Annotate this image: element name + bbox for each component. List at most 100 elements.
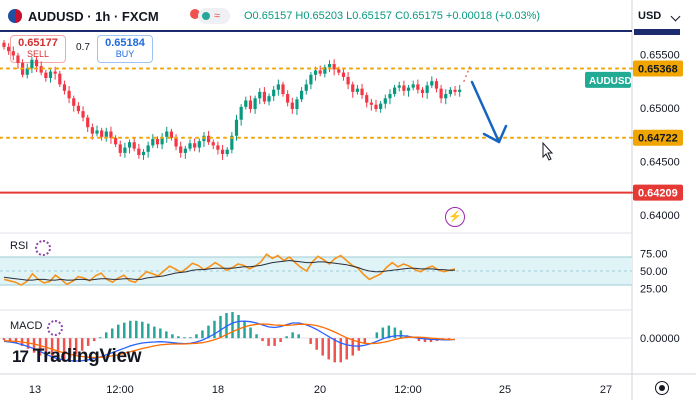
candle[interactable] bbox=[62, 84, 67, 91]
candle[interactable] bbox=[132, 142, 136, 149]
candle[interactable] bbox=[44, 72, 48, 78]
candle[interactable] bbox=[351, 84, 355, 92]
candle[interactable] bbox=[420, 89, 425, 93]
candle[interactable] bbox=[295, 99, 299, 110]
candle[interactable] bbox=[253, 98, 257, 110]
candle[interactable] bbox=[67, 90, 71, 99]
candle[interactable] bbox=[2, 42, 6, 47]
buy-button[interactable]: 0.65184 BUY bbox=[97, 35, 153, 63]
candle[interactable] bbox=[234, 119, 239, 136]
candle[interactable] bbox=[262, 91, 266, 102]
candle[interactable] bbox=[160, 136, 164, 145]
candle[interactable] bbox=[337, 69, 341, 73]
candle[interactable] bbox=[81, 111, 85, 118]
candle[interactable] bbox=[365, 95, 369, 103]
candle[interactable] bbox=[165, 131, 169, 137]
rsi-settings-icon[interactable] bbox=[35, 240, 51, 256]
candle[interactable] bbox=[137, 148, 141, 156]
candle[interactable] bbox=[267, 96, 271, 102]
candle[interactable] bbox=[34, 59, 39, 67]
currency-selector[interactable]: USD bbox=[638, 10, 662, 22]
candle[interactable] bbox=[183, 148, 187, 153]
tradingview-logo[interactable]: 17 TradingView bbox=[12, 346, 142, 368]
candle[interactable] bbox=[179, 146, 183, 153]
candle[interactable] bbox=[332, 64, 336, 70]
candle[interactable] bbox=[174, 137, 178, 147]
macd-signal-line[interactable] bbox=[3, 323, 455, 359]
candle[interactable] bbox=[225, 149, 229, 154]
candle[interactable] bbox=[300, 90, 304, 100]
candle[interactable] bbox=[369, 102, 373, 105]
candle[interactable] bbox=[207, 135, 211, 143]
rsi-line[interactable] bbox=[3, 253, 456, 286]
candle[interactable] bbox=[402, 85, 406, 91]
candle[interactable] bbox=[290, 102, 294, 110]
candle[interactable] bbox=[169, 131, 173, 138]
candle[interactable] bbox=[309, 74, 313, 85]
candle[interactable] bbox=[258, 91, 262, 99]
candle[interactable] bbox=[430, 81, 434, 86]
time-axis-settings-icon[interactable] bbox=[655, 381, 669, 395]
candle[interactable] bbox=[406, 87, 411, 91]
candle[interactable] bbox=[216, 145, 220, 150]
candle[interactable] bbox=[276, 84, 280, 90]
lightning-icon[interactable]: ⚡ bbox=[445, 207, 465, 227]
candle[interactable] bbox=[39, 66, 43, 73]
candle[interactable] bbox=[127, 142, 132, 148]
candle[interactable] bbox=[272, 89, 276, 97]
candle[interactable] bbox=[411, 84, 415, 88]
candle[interactable] bbox=[11, 51, 15, 56]
candle[interactable] bbox=[448, 89, 452, 95]
candle[interactable] bbox=[25, 68, 29, 75]
indicator-toggle-pill[interactable]: ≈ bbox=[198, 8, 230, 24]
candle[interactable] bbox=[286, 94, 290, 103]
candle[interactable] bbox=[193, 143, 197, 148]
macd-label[interactable]: MACD bbox=[10, 320, 43, 332]
candle[interactable] bbox=[323, 67, 327, 74]
candle[interactable] bbox=[393, 87, 397, 95]
candle[interactable] bbox=[318, 70, 322, 74]
candle[interactable] bbox=[444, 94, 448, 99]
candle[interactable] bbox=[53, 71, 57, 74]
macd-settings-icon[interactable] bbox=[47, 320, 63, 336]
candle[interactable] bbox=[374, 104, 378, 110]
candle[interactable] bbox=[104, 131, 108, 137]
candle[interactable] bbox=[379, 103, 383, 110]
macd-line[interactable] bbox=[3, 320, 456, 362]
candle[interactable] bbox=[383, 98, 387, 104]
candle[interactable] bbox=[220, 149, 225, 154]
candle[interactable] bbox=[397, 85, 401, 88]
candle[interactable] bbox=[118, 144, 122, 153]
candle[interactable] bbox=[416, 84, 420, 90]
candle[interactable] bbox=[141, 151, 146, 156]
candle[interactable] bbox=[109, 131, 113, 138]
candle[interactable] bbox=[30, 59, 34, 69]
rsi-label[interactable]: RSI bbox=[10, 240, 29, 252]
candle[interactable] bbox=[304, 84, 308, 91]
candle[interactable] bbox=[281, 84, 285, 95]
candle[interactable] bbox=[151, 138, 155, 146]
candle[interactable] bbox=[341, 72, 346, 77]
candle[interactable] bbox=[327, 64, 332, 68]
candle[interactable] bbox=[230, 135, 234, 150]
forecast-arrow[interactable] bbox=[470, 80, 508, 144]
candle[interactable] bbox=[211, 142, 215, 146]
candle[interactable] bbox=[439, 88, 443, 99]
candle[interactable] bbox=[239, 106, 243, 120]
candle[interactable] bbox=[346, 76, 350, 85]
candle[interactable] bbox=[388, 94, 392, 99]
candle[interactable] bbox=[155, 138, 160, 145]
candle[interactable] bbox=[355, 88, 359, 92]
candle[interactable] bbox=[123, 147, 127, 153]
candle[interactable] bbox=[48, 71, 53, 78]
candle[interactable] bbox=[76, 105, 80, 112]
candle[interactable] bbox=[425, 85, 429, 93]
market-status-icon[interactable] bbox=[190, 9, 200, 19]
candle[interactable] bbox=[248, 100, 253, 110]
candle[interactable] bbox=[197, 141, 201, 148]
candle[interactable] bbox=[313, 70, 318, 75]
candle[interactable] bbox=[90, 127, 94, 134]
candle[interactable] bbox=[16, 55, 20, 63]
candle[interactable] bbox=[453, 89, 457, 92]
